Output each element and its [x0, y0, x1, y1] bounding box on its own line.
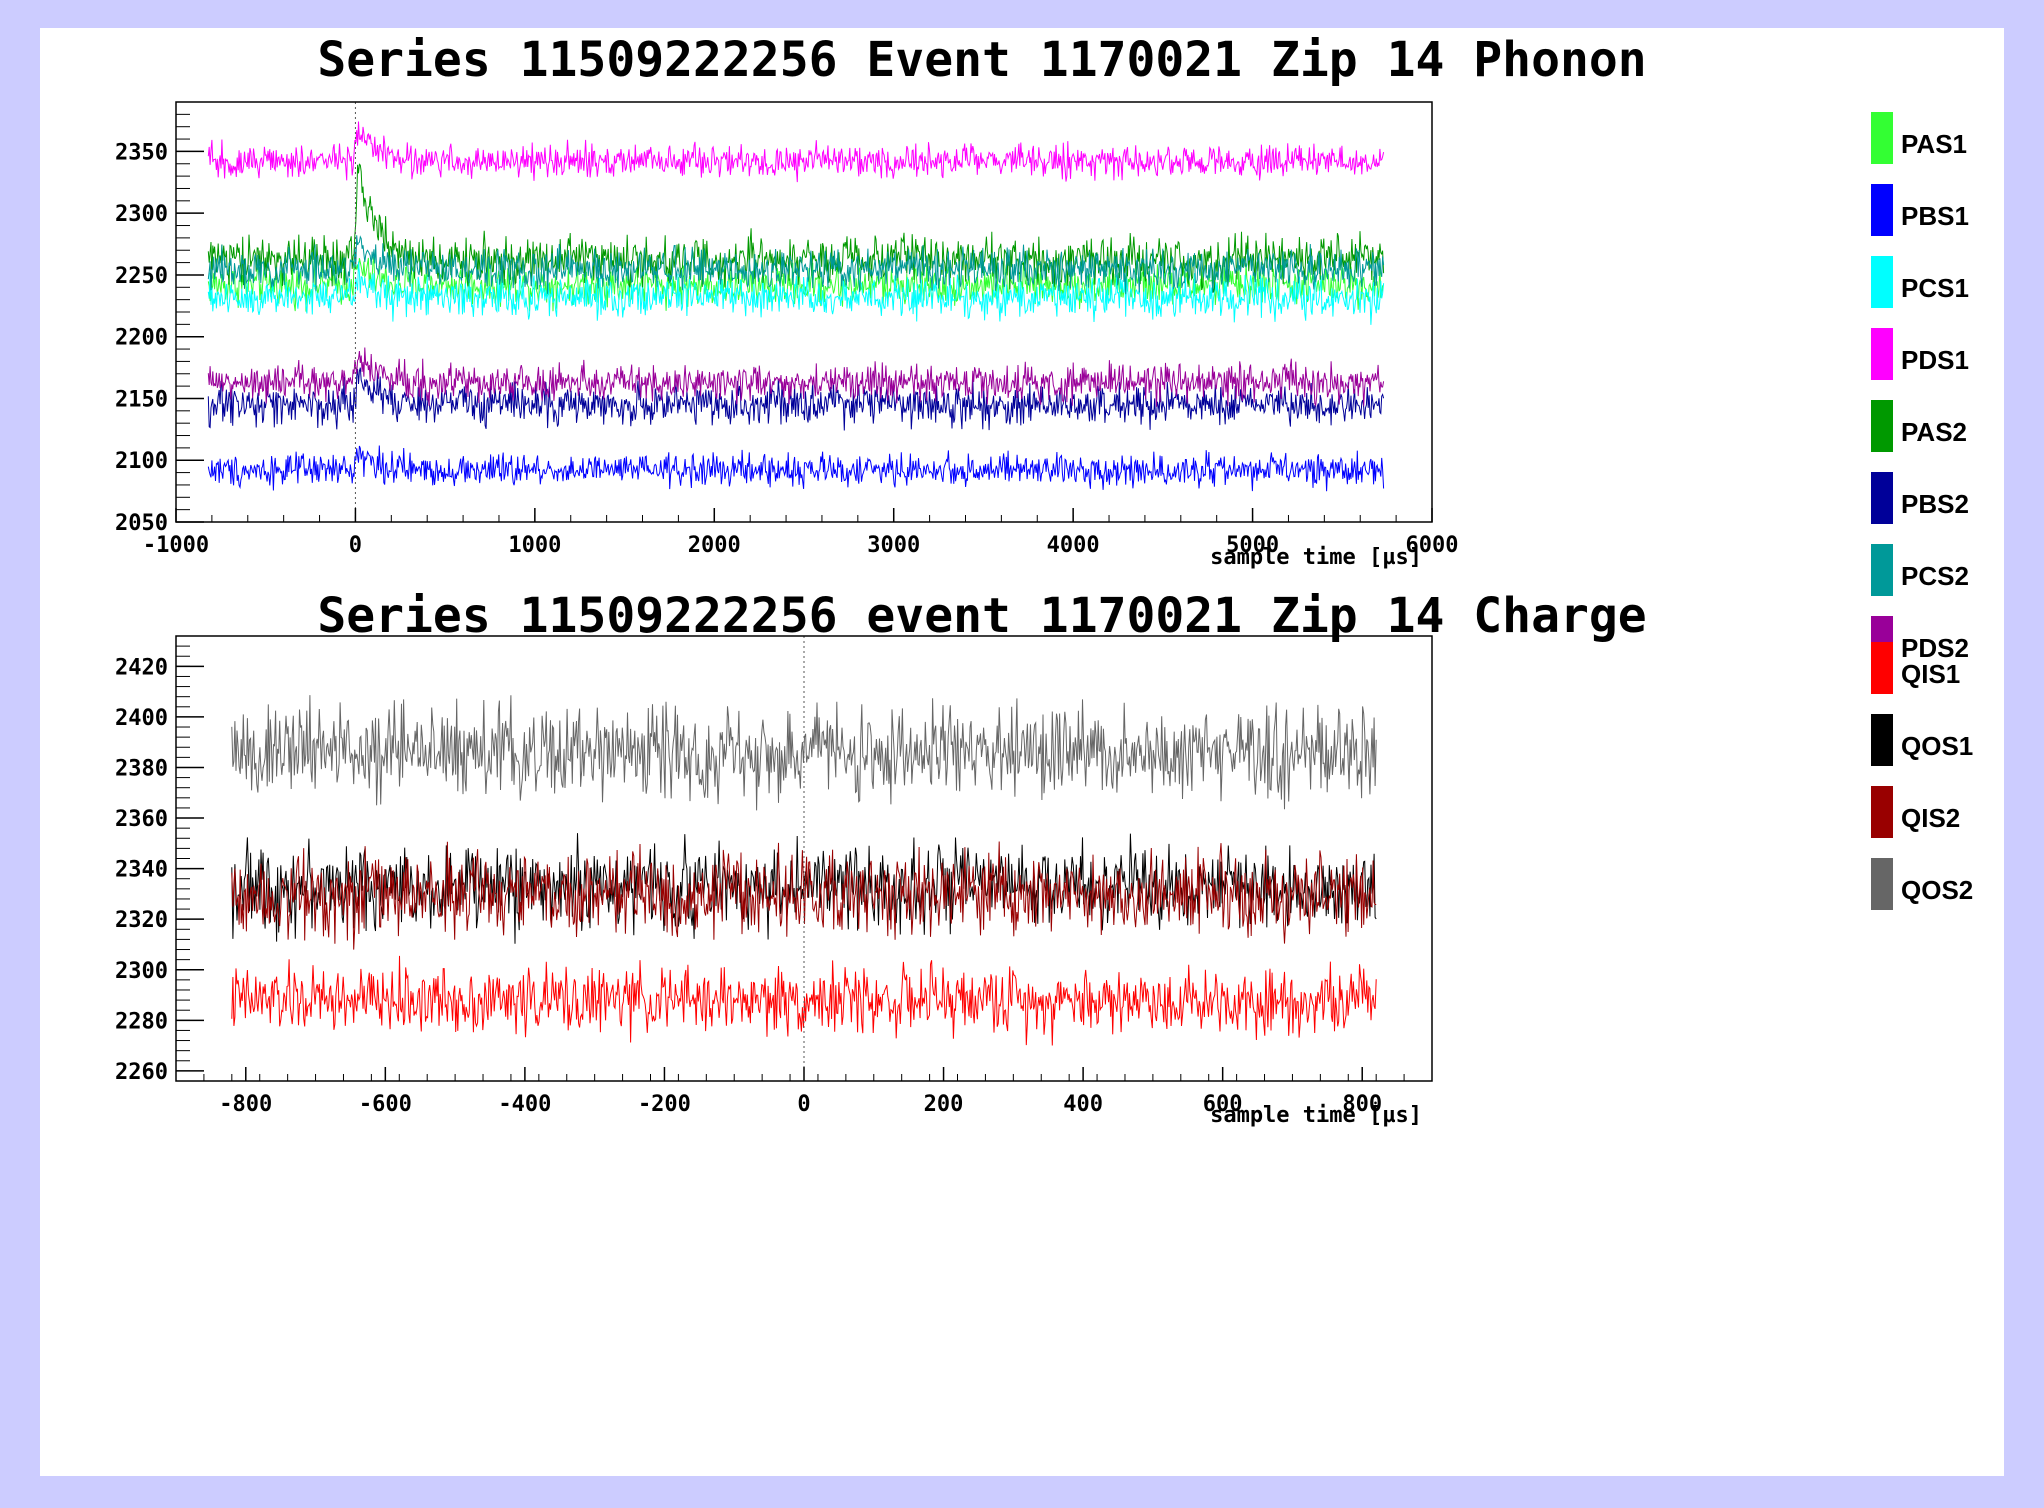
- y-tick-label: 2320: [115, 908, 168, 933]
- x-tick-label: 5000: [1226, 533, 1279, 558]
- legend-swatch-pbs2: [1871, 472, 1893, 524]
- y-tick-label: 2380: [115, 756, 168, 781]
- y-tick-label: 2250: [115, 264, 168, 289]
- y-tick-label: 2350: [115, 140, 168, 165]
- y-tick-label: 2100: [115, 449, 168, 474]
- x-axis-label: sample time [µs]: [1210, 1103, 1422, 1128]
- legend-swatch-qis1: [1871, 642, 1893, 694]
- x-tick-label: 600: [1203, 1092, 1243, 1117]
- legend-swatch-pbs1: [1871, 184, 1893, 236]
- y-tick-label: 2280: [115, 1009, 168, 1034]
- legend-label-pcs1: PCS1: [1901, 273, 1969, 303]
- x-tick-label: 800: [1342, 1092, 1382, 1117]
- y-tick-label: 2200: [115, 326, 168, 351]
- legend-swatch-qis2: [1871, 786, 1893, 838]
- phonon-panel: Series 11509222256 Event 1170021 Zip 14 …: [115, 32, 1969, 668]
- series-trace-pcs2: [207, 235, 1385, 295]
- legend-swatch-pds1: [1871, 328, 1893, 380]
- legend-label-qis2: QIS2: [1901, 803, 1960, 833]
- legend-label-pds1: PDS1: [1901, 345, 1969, 375]
- x-tick-label: 1000: [508, 533, 561, 558]
- legend: PAS1 PBS1 PCS1 PDS1 PAS2 PBS2 PCS2 PDS2: [1871, 112, 1969, 668]
- x-tick-label: 3000: [867, 533, 920, 558]
- x-tick-label: -800: [219, 1092, 272, 1117]
- y-tick-label: 2050: [115, 511, 168, 536]
- y-tick-label: 2360: [115, 807, 168, 832]
- x-axis-label: sample time [µs]: [1210, 545, 1422, 570]
- legend-label-pas1: PAS1: [1901, 129, 1967, 159]
- legend-swatch-pcs2: [1871, 544, 1893, 596]
- y-tick-label: 2340: [115, 858, 168, 883]
- y-tick-label: 2150: [115, 387, 168, 412]
- x-tick-label: 400: [1063, 1092, 1103, 1117]
- chart-title: Series 11509222256 event 1170021 Zip 14 …: [317, 588, 1646, 644]
- legend-label-pbs1: PBS1: [1901, 201, 1969, 231]
- legend-label-pbs2: PBS2: [1901, 489, 1969, 519]
- legend-swatch-pcs1: [1871, 256, 1893, 308]
- legend-label-qos2: QOS2: [1901, 875, 1973, 905]
- legend-label-pds2: PDS2: [1901, 633, 1969, 663]
- x-tick-label: 200: [924, 1092, 964, 1117]
- x-tick-label: 0: [349, 533, 362, 558]
- legend-swatch-qos1: [1871, 714, 1893, 766]
- series-trace-pcs1: [207, 261, 1385, 325]
- chart-title: Series 11509222256 Event 1170021 Zip 14 …: [317, 32, 1646, 88]
- legend-label-qis1: QIS1: [1901, 659, 1960, 689]
- charge-panel: Series 11509222256 event 1170021 Zip 14 …: [115, 588, 1973, 1128]
- y-tick-label: 2300: [115, 202, 168, 227]
- x-tick-label: 6000: [1406, 533, 1459, 558]
- legend-swatch-pas1: [1871, 112, 1893, 164]
- canvas: Series 11509222256 Event 1170021 Zip 14 …: [40, 28, 2004, 1476]
- x-tick-label: -200: [638, 1092, 691, 1117]
- legend-label-qos1: QOS1: [1901, 731, 1973, 761]
- figure: Series 11509222256 Event 1170021 Zip 14 …: [115, 32, 1973, 1128]
- legend-swatch-qos2: [1871, 858, 1893, 910]
- y-tick-label: 2420: [115, 655, 168, 680]
- x-tick-label: 4000: [1047, 533, 1100, 558]
- axes-group: -1000 0 1000 2000 3000 4000 5000 6000 2050 2100 21…: [115, 101, 1459, 558]
- trace-group: [207, 102, 1385, 522]
- y-tick-label: 2300: [115, 959, 168, 984]
- x-tick-label: 2000: [688, 533, 741, 558]
- y-tick-label: 2400: [115, 706, 168, 731]
- series-trace-pbs1: [207, 445, 1385, 492]
- series-trace-pds1: [207, 121, 1385, 183]
- series-trace-pbs2: [207, 367, 1385, 431]
- x-tick-label: 0: [797, 1092, 810, 1117]
- series-trace-pds2: [207, 347, 1385, 408]
- trace-group: [231, 636, 1377, 1081]
- y-tick-label: 2260: [115, 1060, 168, 1085]
- x-tick-label: -600: [359, 1092, 412, 1117]
- series-trace-qis2: [231, 841, 1377, 950]
- x-tick-label: -1000: [143, 533, 209, 558]
- legend-swatch-pas2: [1871, 400, 1893, 452]
- legend-label-pcs2: PCS2: [1901, 561, 1969, 591]
- series-trace-qos2: [231, 695, 1377, 811]
- legend-label-pas2: PAS2: [1901, 417, 1967, 447]
- legend: QIS1 QOS1 QIS2 QOS2: [1871, 642, 1973, 910]
- x-tick-label: -400: [498, 1092, 551, 1117]
- axes-group: -800 -600 -400 -200 0 200 400 600 800 2260 2280 230…: [115, 635, 1433, 1117]
